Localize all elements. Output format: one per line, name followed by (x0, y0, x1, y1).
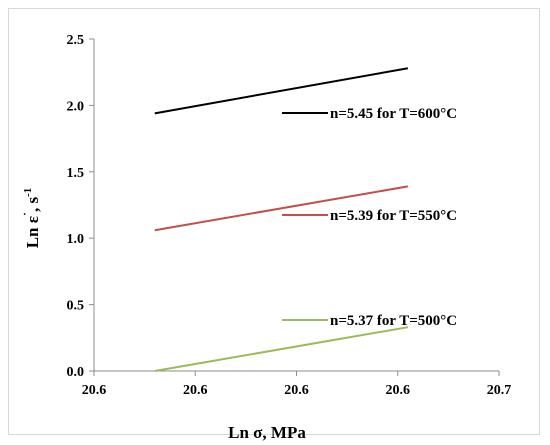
y-axis-label-unit: , s (23, 196, 42, 212)
y-tick-label: 2.5 (67, 33, 85, 48)
series-line-2 (154, 185, 409, 232)
y-axis-label: Ln ε˙, s-1 (21, 188, 42, 249)
y-tick-label: 0.5 (67, 299, 85, 314)
y-tick-label: 1.0 (67, 232, 85, 247)
legend-label-1: n=5.45 for T=600°C (330, 106, 457, 122)
series-line-1 (154, 67, 409, 115)
legend-label-3: n=5.37 for T=500°C (330, 313, 457, 329)
x-axis-label: Ln σ, MPa (228, 423, 306, 442)
chart-frame (8, 8, 540, 435)
legend-label-2: n=5.39 for T=550°C (330, 208, 457, 224)
y-tick-label: 1.5 (67, 166, 85, 181)
series-line-3 (154, 326, 409, 372)
y-tick-label: 2.0 (67, 99, 85, 114)
x-tick-label: 20.6 (183, 383, 208, 398)
x-tick-label: 20.6 (386, 383, 411, 398)
x-tick-label: 20.6 (82, 383, 107, 398)
y-axis-label-main: Ln ε (23, 216, 42, 248)
y-axis-label-exponent: -1 (22, 188, 34, 197)
x-tick-label: 20.6 (284, 383, 309, 398)
y-axis-label-dot: ˙ (21, 212, 35, 216)
x-tick-label: 20.7 (487, 383, 512, 398)
y-tick-label: 0.0 (67, 365, 85, 380)
